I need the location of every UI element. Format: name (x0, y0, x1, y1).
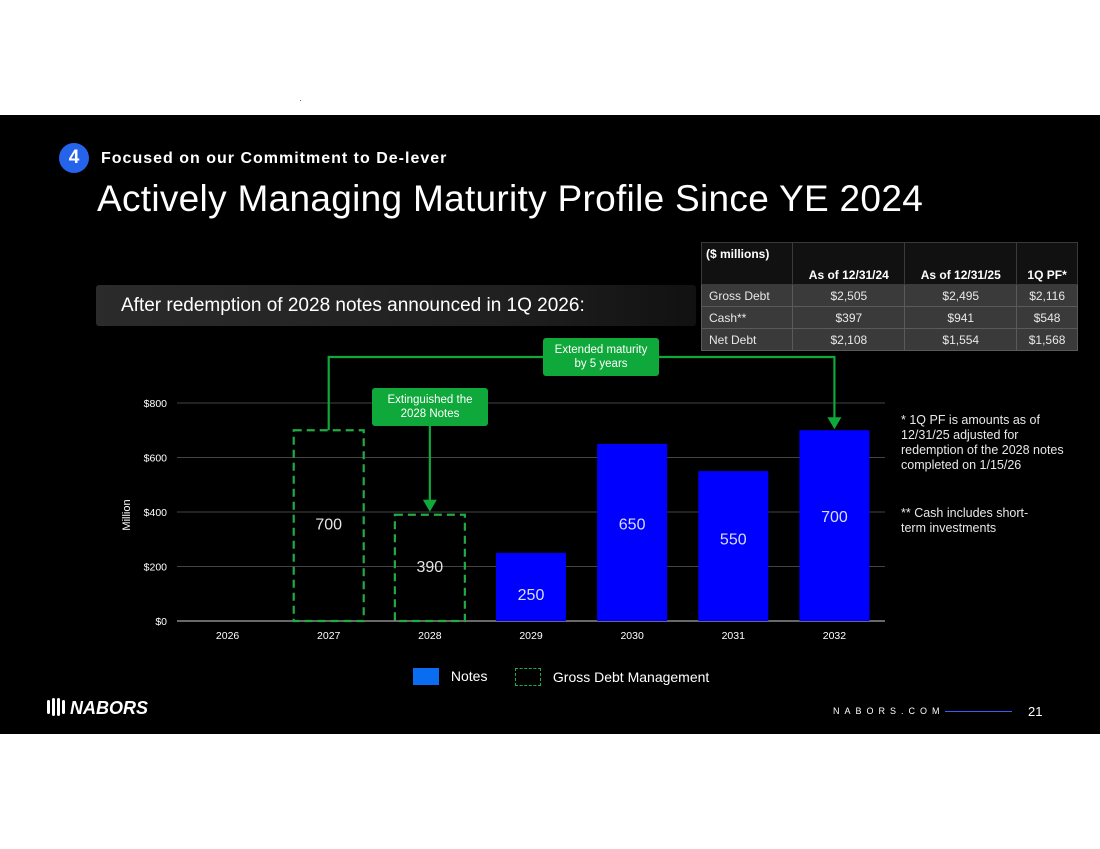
extended-maturity-box (543, 338, 659, 376)
banner: After redemption of 2028 notes announced… (96, 285, 696, 326)
page-number: 21 (1028, 704, 1043, 719)
notes-bar (597, 443, 668, 621)
debt-table: ($ millions) As of 12/31/24 As of 12/31/… (700, 242, 1078, 351)
data-label: 550 (720, 532, 747, 549)
table-cell: $941 (904, 306, 1018, 329)
legend-label-gross: Gross Debt Management (552, 669, 710, 685)
x-tick-label: 2026 (216, 630, 240, 642)
callout-text: 2028 Notes (401, 408, 460, 420)
x-tick-label: 2029 (519, 630, 543, 642)
table-cell: $397 (792, 306, 906, 329)
table-row: Net Debt $2,108 $1,554 $1,568 (700, 328, 1078, 351)
table-cell: $2,505 (792, 284, 906, 307)
table-cell: $2,108 (792, 328, 906, 351)
callout-text: Extended maturity (555, 344, 648, 356)
table-cell: Net Debt (700, 328, 794, 351)
data-label: 390 (417, 559, 444, 576)
stray-dot (300, 100, 301, 101)
data-labels: 700 390 250 650 550 700 (315, 509, 848, 604)
legend-label-notes: Notes (450, 668, 488, 684)
arrow-head-icon (422, 499, 437, 512)
gross-debt-bar (393, 513, 466, 623)
section-number-badge: 4 (59, 143, 89, 173)
y-axis-label: Million (121, 499, 133, 530)
y-tick-label: $200 (144, 562, 168, 574)
bars (292, 429, 870, 623)
callout-text: by 5 years (574, 358, 627, 370)
table-header-cell: As of 12/31/24 (792, 242, 906, 285)
nabors-logo: NABORS (46, 697, 148, 719)
table-header-row: ($ millions) As of 12/31/24 As of 12/31/… (700, 242, 1078, 285)
notes-bar (496, 552, 566, 621)
data-label: 650 (619, 517, 646, 534)
table-cell: $548 (1016, 306, 1078, 329)
y-tick-label: $600 (144, 453, 168, 465)
callouts: Extended maturity by 5 years Extinguished … (327, 338, 842, 512)
website: NABORS.COM (833, 706, 945, 716)
table-cell: Cash** (700, 306, 794, 329)
slide: 4 Focused on our Commitment to De-lever … (0, 115, 1100, 734)
slide-title: Actively Managing Maturity Profile Since… (97, 178, 924, 219)
x-tick-label: 2032 (823, 630, 847, 642)
notes-bar (698, 471, 769, 621)
banner-text: After redemption of 2028 notes announced… (121, 295, 585, 316)
notes-bar (799, 430, 870, 621)
maturity-chart: 700 390 250 650 550 700 $0 $200 $400 $600 $800 202… (121, 338, 885, 642)
data-label: 250 (518, 587, 545, 604)
table-cell: $1,568 (1016, 328, 1078, 351)
cash-footnote: ** Cash includes short-term investments (901, 506, 1029, 535)
extinguished-box (372, 388, 488, 426)
table-header-cell: 1Q PF* (1016, 242, 1078, 285)
legend: Notes (413, 668, 487, 685)
y-tick-label: $0 (155, 616, 167, 628)
website-rule (945, 711, 1012, 712)
data-label: 700 (315, 517, 342, 534)
x-tick-label: 2027 (317, 630, 341, 642)
table-row: Gross Debt $2,505 $2,495 $2,116 (700, 284, 1078, 307)
x-tick-label: 2028 (418, 630, 442, 642)
table-header-cell: ($ millions) (700, 242, 794, 285)
y-tick-label: $800 (144, 398, 168, 410)
table-header-cell: As of 12/31/25 (904, 242, 1018, 285)
callout-text: Extinguished the (387, 394, 472, 406)
table-cell: $1,554 (904, 328, 1018, 351)
legend-swatch-notes (413, 668, 439, 685)
logo-text: NABORS (70, 698, 149, 718)
arrow-head-icon (827, 417, 842, 430)
x-tick-label: 2030 (620, 630, 644, 642)
table-cell: Gross Debt (700, 284, 794, 307)
table-row: Cash** $397 $941 $548 (700, 306, 1078, 329)
pf-footnote: * 1Q PF is amounts as of 12/31/25 adjust… (901, 413, 1064, 472)
data-label: 700 (821, 509, 848, 526)
nabors-logo-icon (47, 698, 65, 716)
y-tick-label: $400 (144, 507, 168, 519)
section-label: Focused on our Commitment to De-lever (101, 150, 448, 167)
legend-gross: Gross Debt Management (515, 668, 709, 686)
x-tick-label: 2031 (722, 630, 746, 642)
axes: $0 $200 $400 $600 $800 2026 2027 2028 2029 2030 20… (144, 398, 847, 642)
legend-swatch-gross (515, 668, 541, 686)
